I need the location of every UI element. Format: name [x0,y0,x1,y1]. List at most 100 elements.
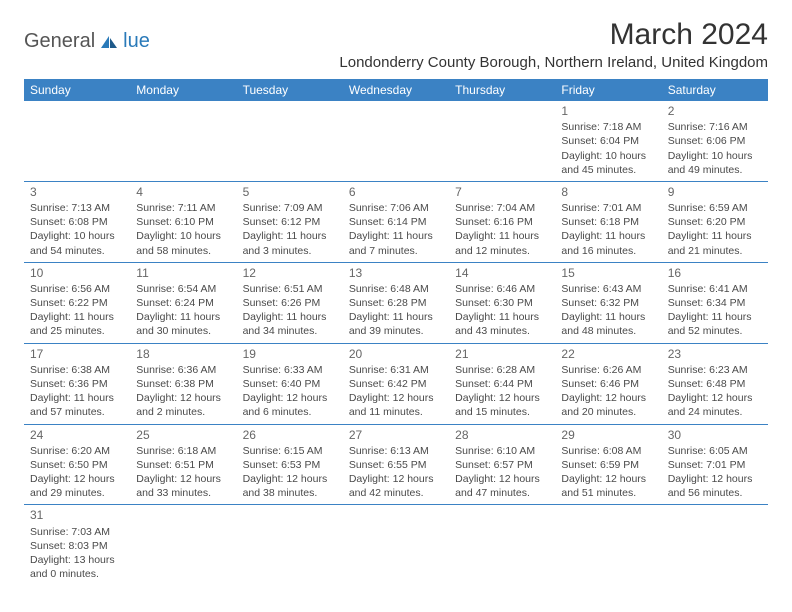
empty-cell [343,505,449,585]
daylight-line: Daylight: 12 hours [136,472,230,486]
daylight-line: Daylight: 11 hours [561,310,655,324]
sunrise-line: Sunrise: 6:20 AM [30,444,124,458]
day-cell: 4Sunrise: 7:11 AMSunset: 6:10 PMDaylight… [130,182,236,262]
daylight-line: Daylight: 11 hours [455,229,549,243]
daylight-line: and 39 minutes. [349,324,443,338]
daylight-line: and 25 minutes. [30,324,124,338]
day-number: 28 [455,427,549,443]
sunset-line: Sunset: 6:36 PM [30,377,124,391]
day-cell: 7Sunrise: 7:04 AMSunset: 6:16 PMDaylight… [449,182,555,262]
sunset-line: Sunset: 6:06 PM [668,134,762,148]
daylight-line: and 6 minutes. [243,405,337,419]
empty-cell [555,505,661,585]
title-block: March 2024 Londonderry County Borough, N… [339,18,768,71]
day-cell: 2Sunrise: 7:16 AMSunset: 6:06 PMDaylight… [662,101,768,181]
daylight-line: Daylight: 11 hours [30,391,124,405]
daylight-line: and 52 minutes. [668,324,762,338]
sunset-line: Sunset: 6:42 PM [349,377,443,391]
logo-sail-icon [99,35,119,49]
day-number: 25 [136,427,230,443]
day-number: 22 [561,346,655,362]
sunrise-line: Sunrise: 6:18 AM [136,444,230,458]
day-cell: 28Sunrise: 6:10 AMSunset: 6:57 PMDayligh… [449,425,555,505]
daylight-line: and 51 minutes. [561,486,655,500]
sunrise-line: Sunrise: 7:13 AM [30,201,124,215]
calendar: SundayMondayTuesdayWednesdayThursdayFrid… [24,79,768,585]
daylight-line: Daylight: 12 hours [668,472,762,486]
sunrise-line: Sunrise: 7:04 AM [455,201,549,215]
daylight-line: and 7 minutes. [349,244,443,258]
daylight-line: Daylight: 10 hours [668,149,762,163]
daylight-line: and 38 minutes. [243,486,337,500]
daylight-line: and 0 minutes. [30,567,124,581]
logo-text-blue: lue [123,30,150,53]
daylight-line: and 30 minutes. [136,324,230,338]
day-number: 30 [668,427,762,443]
sunrise-line: Sunrise: 6:48 AM [349,282,443,296]
empty-cell [237,101,343,181]
day-number: 19 [243,346,337,362]
header: General lue March 2024 Londonderry Count… [24,18,768,71]
sunrise-line: Sunrise: 6:08 AM [561,444,655,458]
daylight-line: Daylight: 11 hours [243,310,337,324]
daylight-line: and 58 minutes. [136,244,230,258]
day-number: 26 [243,427,337,443]
sunrise-line: Sunrise: 7:16 AM [668,120,762,134]
daylight-line: Daylight: 12 hours [243,472,337,486]
daylight-line: and 29 minutes. [30,486,124,500]
sunrise-line: Sunrise: 7:01 AM [561,201,655,215]
empty-cell [130,101,236,181]
daylight-line: and 16 minutes. [561,244,655,258]
day-cell: 29Sunrise: 6:08 AMSunset: 6:59 PMDayligh… [555,425,661,505]
sunrise-line: Sunrise: 7:18 AM [561,120,655,134]
sunset-line: Sunset: 6:51 PM [136,458,230,472]
daylight-line: and 47 minutes. [455,486,549,500]
day-cell: 9Sunrise: 6:59 AMSunset: 6:20 PMDaylight… [662,182,768,262]
day-number: 14 [455,265,549,281]
day-number: 6 [349,184,443,200]
daylight-line: and 20 minutes. [561,405,655,419]
day-cell: 12Sunrise: 6:51 AMSunset: 6:26 PMDayligh… [237,263,343,343]
month-title: March 2024 [339,18,768,52]
empty-cell [343,101,449,181]
daylight-line: Daylight: 12 hours [455,472,549,486]
sunset-line: Sunset: 7:01 PM [668,458,762,472]
daylight-line: and 42 minutes. [349,486,443,500]
daylight-line: Daylight: 11 hours [668,310,762,324]
sunrise-line: Sunrise: 6:36 AM [136,363,230,377]
day-cell: 21Sunrise: 6:28 AMSunset: 6:44 PMDayligh… [449,344,555,424]
sunrise-line: Sunrise: 6:56 AM [30,282,124,296]
sunset-line: Sunset: 6:50 PM [30,458,124,472]
daylight-line: and 48 minutes. [561,324,655,338]
day-cell: 1Sunrise: 7:18 AMSunset: 6:04 PMDaylight… [555,101,661,181]
day-number: 8 [561,184,655,200]
daylight-line: Daylight: 11 hours [349,229,443,243]
day-number: 15 [561,265,655,281]
daylight-line: and 57 minutes. [30,405,124,419]
day-number: 13 [349,265,443,281]
week-row: 1Sunrise: 7:18 AMSunset: 6:04 PMDaylight… [24,101,768,182]
sunset-line: Sunset: 6:59 PM [561,458,655,472]
day-cell: 8Sunrise: 7:01 AMSunset: 6:18 PMDaylight… [555,182,661,262]
daylight-line: and 12 minutes. [455,244,549,258]
sunrise-line: Sunrise: 7:06 AM [349,201,443,215]
day-cell: 27Sunrise: 6:13 AMSunset: 6:55 PMDayligh… [343,425,449,505]
daylight-line: Daylight: 11 hours [668,229,762,243]
day-number: 23 [668,346,762,362]
week-row: 17Sunrise: 6:38 AMSunset: 6:36 PMDayligh… [24,344,768,425]
day-number: 29 [561,427,655,443]
daylight-line: Daylight: 11 hours [243,229,337,243]
sunrise-line: Sunrise: 6:46 AM [455,282,549,296]
daylight-line: and 43 minutes. [455,324,549,338]
sunrise-line: Sunrise: 6:15 AM [243,444,337,458]
week-row: 24Sunrise: 6:20 AMSunset: 6:50 PMDayligh… [24,425,768,506]
day-cell: 31Sunrise: 7:03 AMSunset: 8:03 PMDayligh… [24,505,130,585]
logo: General lue [24,30,150,53]
day-number: 27 [349,427,443,443]
day-number: 7 [455,184,549,200]
sunrise-line: Sunrise: 6:28 AM [455,363,549,377]
daylight-line: and 49 minutes. [668,163,762,177]
sunrise-line: Sunrise: 6:26 AM [561,363,655,377]
day-cell: 19Sunrise: 6:33 AMSunset: 6:40 PMDayligh… [237,344,343,424]
day-number: 4 [136,184,230,200]
